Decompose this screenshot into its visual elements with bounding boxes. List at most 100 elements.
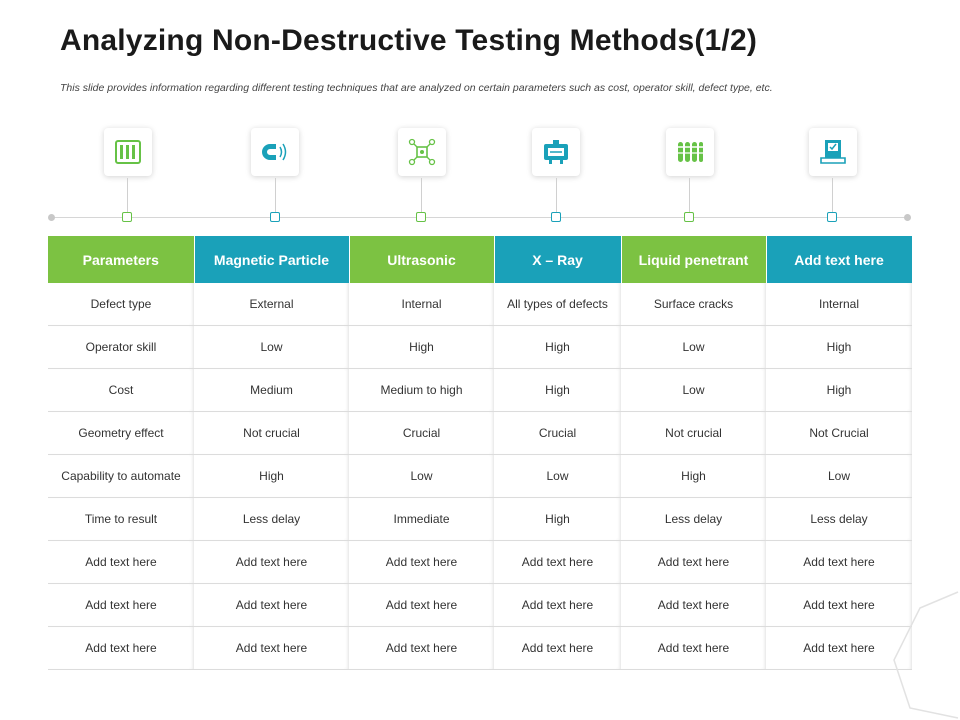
table-cell: Not crucial (621, 411, 766, 455)
table-cell: High (766, 368, 912, 412)
table-cell: High (621, 454, 766, 498)
table-cell: Not crucial (194, 411, 349, 455)
table-cell: Less delay (194, 497, 349, 541)
table-cell: Cost (48, 368, 194, 412)
table-cell: Immediate (349, 497, 494, 541)
magnet-icon-box (251, 128, 299, 176)
table-cell: Add text here (494, 583, 621, 627)
ultrasonic-icon-box (398, 128, 446, 176)
ultrasonic-icon (408, 138, 436, 166)
table-cell: External (194, 283, 349, 326)
table-row: Time to result Less delay Immediate High… (48, 497, 912, 541)
table-row: Geometry effect Not crucial Crucial Cruc… (48, 411, 912, 455)
header-magnetic-particle: Magnetic Particle (194, 236, 350, 283)
connector-line (275, 178, 276, 212)
slide-subtitle: This slide provides information regardin… (60, 82, 773, 94)
report-icon-box (809, 128, 857, 176)
table-cell: Add text here (766, 540, 912, 584)
table-cell: Internal (349, 283, 494, 326)
table-row: Add text here Add text here Add text her… (48, 626, 912, 670)
table-cell: Low (494, 454, 621, 498)
header-liquid-penetrant: Liquid penetrant (621, 236, 767, 283)
xray-machine-icon-box (532, 128, 580, 176)
xray-machine-icon (544, 140, 568, 164)
header-ultrasonic: Ultrasonic (349, 236, 495, 283)
connector-line (689, 178, 690, 212)
table-cell: Less delay (621, 497, 766, 541)
test-tubes-icon (677, 142, 703, 162)
slide-title: Analyzing Non-Destructive Testing Method… (60, 24, 758, 57)
table-row: Operator skill Low High High Low High (48, 325, 912, 369)
header-xray: X – Ray (494, 236, 622, 283)
table-cell: Add text here (48, 626, 194, 670)
timeline-marker (827, 212, 837, 222)
table-cell: Add text here (621, 540, 766, 584)
timeline-line (52, 217, 908, 218)
table-cell: Add text here (621, 626, 766, 670)
table-cell: High (494, 497, 621, 541)
header-parameters: Parameters (48, 236, 195, 283)
table-cell: Time to result (48, 497, 194, 541)
test-tubes-icon-box (666, 128, 714, 176)
table-row: Cost Medium Medium to high High Low High (48, 368, 912, 412)
table-cell: Add text here (48, 540, 194, 584)
table-cell: Low (349, 454, 494, 498)
table-cell: Add text here (494, 626, 621, 670)
table-cell: Add text here (48, 583, 194, 627)
table-cell: Add text here (194, 583, 349, 627)
table-cell: All types of defects (494, 283, 621, 326)
table-cell: Low (194, 325, 349, 369)
table-cell: Medium to high (349, 368, 494, 412)
table-cell: Low (766, 454, 912, 498)
decorative-hexagon (893, 591, 959, 719)
table-cell: Low (621, 368, 766, 412)
table-cell: Add text here (349, 583, 494, 627)
connector-line (421, 178, 422, 212)
timeline-marker (551, 212, 561, 222)
table-cell: Less delay (766, 497, 912, 541)
table-cell: High (494, 368, 621, 412)
table-cell: Low (621, 325, 766, 369)
table-cell: Medium (194, 368, 349, 412)
report-icon (820, 140, 846, 164)
timeline-marker (684, 212, 694, 222)
timeline-start-dot (48, 214, 55, 221)
magnet-icon (262, 143, 287, 161)
table-cell: High (349, 325, 494, 369)
table-cell: Add text here (194, 540, 349, 584)
table-row: Defect type External Internal All types … (48, 283, 912, 326)
panel-icon-box (104, 128, 152, 176)
table-row: Capability to automate High Low Low High… (48, 454, 912, 498)
table-cell: Surface cracks (621, 283, 766, 326)
timeline-end-dot (904, 214, 911, 221)
table-cell: Crucial (349, 411, 494, 455)
table-cell: Geometry effect (48, 411, 194, 455)
table-cell: Add text here (349, 540, 494, 584)
table-cell: Add text here (621, 583, 766, 627)
table-cell: Add text here (766, 626, 912, 670)
table-cell: Add text here (494, 540, 621, 584)
table-cell: High (766, 325, 912, 369)
timeline-marker (270, 212, 280, 222)
table-row: Add text here Add text here Add text her… (48, 583, 912, 627)
table-cell: Add text here (766, 583, 912, 627)
connector-line (832, 178, 833, 212)
table-cell: Not Crucial (766, 411, 912, 455)
table-cell: Add text here (349, 626, 494, 670)
table-cell: High (494, 325, 621, 369)
comparison-table: Parameters Magnetic Particle Ultrasonic … (48, 236, 913, 670)
connector-line (556, 178, 557, 212)
table-cell: Capability to automate (48, 454, 194, 498)
table-cell: Internal (766, 283, 912, 326)
table-row: Add text here Add text here Add text her… (48, 540, 912, 584)
timeline-marker (122, 212, 132, 222)
table-cell: High (194, 454, 349, 498)
connector-line (127, 178, 128, 212)
table-cell: Add text here (194, 626, 349, 670)
timeline-marker (416, 212, 426, 222)
table-cell: Operator skill (48, 325, 194, 369)
header-add-text: Add text here (766, 236, 913, 283)
table-cell: Defect type (48, 283, 194, 326)
table-cell: Crucial (494, 411, 621, 455)
table-header-row: Parameters Magnetic Particle Ultrasonic … (48, 236, 913, 283)
